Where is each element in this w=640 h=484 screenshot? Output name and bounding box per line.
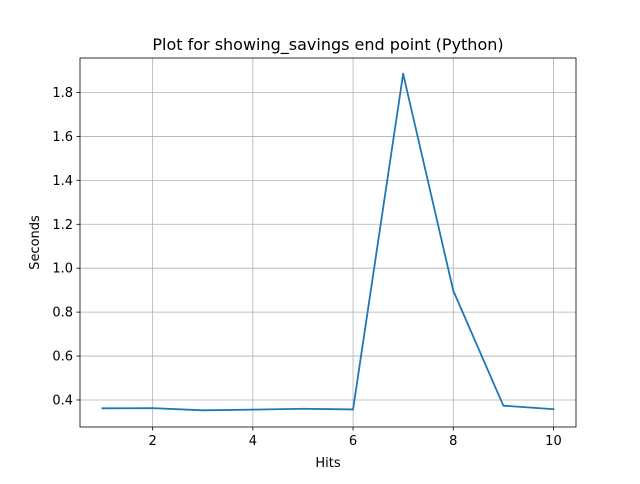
y-tick-label: 1.4 bbox=[52, 174, 73, 189]
y-tick-label: 1.6 bbox=[52, 130, 73, 145]
series-layer bbox=[101, 72, 555, 412]
data-point bbox=[402, 72, 405, 75]
data-point bbox=[101, 407, 104, 410]
data-point bbox=[251, 408, 254, 411]
x-tick-label: 8 bbox=[449, 434, 457, 449]
data-point bbox=[452, 289, 455, 292]
y-axis-ticks: 0.4 0.6 0.8 1.0 1.2 1.4 1.6 1.8 bbox=[52, 86, 80, 408]
plot-area bbox=[80, 58, 576, 427]
chart-title: Plot for showing_savings end point (Pyth… bbox=[152, 35, 503, 55]
x-tick-label: 4 bbox=[249, 434, 257, 449]
x-axis-ticks: 2 4 6 8 10 bbox=[149, 427, 562, 449]
y-tick-label: 0.8 bbox=[52, 306, 73, 321]
data-point bbox=[151, 407, 154, 410]
data-point bbox=[352, 408, 354, 411]
y-tick-label: 1.8 bbox=[52, 86, 73, 101]
y-tick-label: 0.6 bbox=[52, 350, 73, 365]
grid bbox=[80, 58, 576, 427]
data-point bbox=[502, 404, 505, 407]
data-point bbox=[302, 407, 304, 410]
x-tick-label: 10 bbox=[545, 434, 562, 449]
y-tick-label: 1.0 bbox=[52, 262, 73, 277]
x-tick-label: 6 bbox=[349, 434, 357, 449]
data-point bbox=[552, 408, 555, 411]
y-tick-label: 0.4 bbox=[52, 393, 73, 408]
series-line bbox=[101, 72, 555, 412]
y-axis-label: Seconds bbox=[28, 215, 43, 270]
data-point bbox=[201, 409, 204, 412]
x-tick-label: 2 bbox=[149, 434, 157, 449]
y-tick-label: 1.2 bbox=[52, 218, 73, 233]
plot-frame bbox=[79, 57, 577, 428]
x-axis-label: Hits bbox=[315, 456, 340, 471]
